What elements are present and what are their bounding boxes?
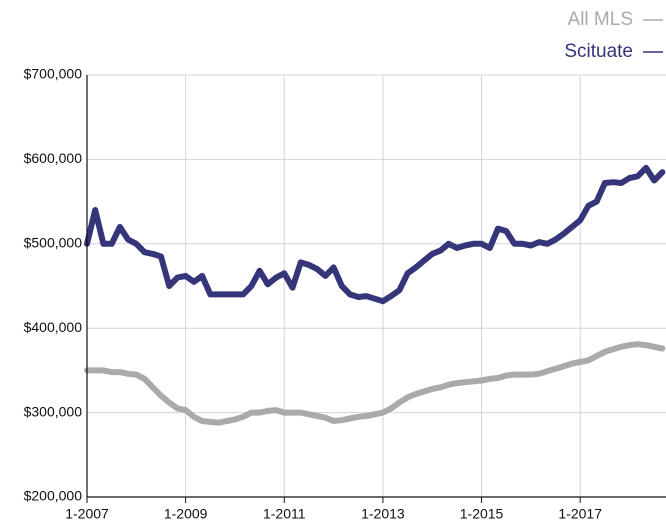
grid (87, 74, 666, 498)
plot (84, 164, 666, 426)
y-tick-label: $700,000 (24, 66, 83, 82)
x-tick-label: 1-2007 (65, 506, 109, 522)
x-tick-label: 1-2013 (361, 506, 405, 522)
y-tick-label: $300,000 (24, 403, 83, 419)
y-tick-label: $200,000 (24, 488, 83, 504)
x-tick-label: 1-2009 (164, 506, 208, 522)
legend-label: Scituate (564, 41, 633, 62)
x-tick-label: 1-2011 (263, 506, 306, 522)
y-tick-label: $600,000 (24, 150, 83, 166)
series-line (84, 164, 666, 305)
y-tick-label: $500,000 (24, 235, 83, 251)
y-tick-label: $400,000 (24, 319, 83, 335)
legend-label: All MLS (568, 9, 633, 30)
legend: All MLS Scituate (564, 9, 663, 62)
series-line (84, 341, 666, 426)
x-tick-label: 1-2015 (460, 506, 504, 522)
axes: $200,000 $300,000 $400,000 $500,000 $600,000… (24, 66, 666, 522)
x-tick-label: 1-2017 (558, 506, 602, 522)
